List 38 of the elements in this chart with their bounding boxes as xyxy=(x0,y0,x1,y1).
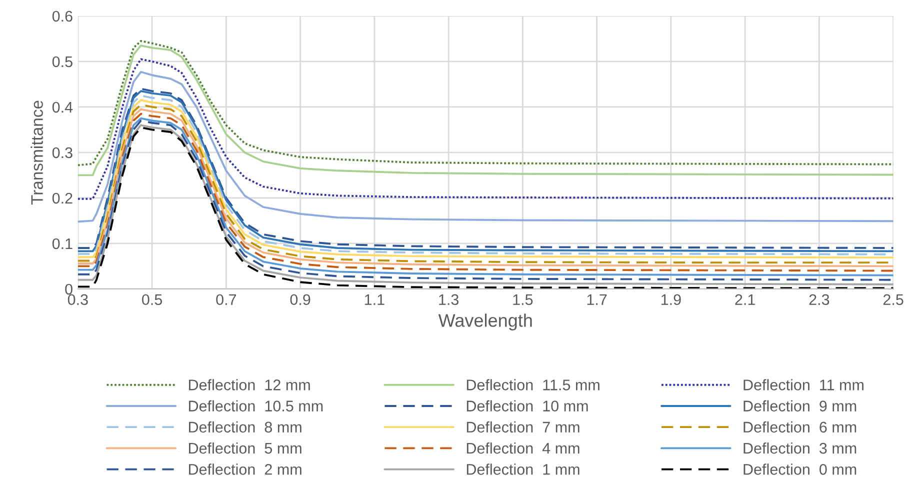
x-tick-label: 1.7 xyxy=(587,294,607,305)
legend-label: Deflection 1 mm xyxy=(466,464,580,475)
x-tick-label: 1.3 xyxy=(439,294,458,306)
x-tick-label: 2.3 xyxy=(809,294,830,306)
x-tick-label: 1.9 xyxy=(661,294,681,306)
legend-label: Deflection 12 mm xyxy=(188,379,310,390)
legend-label: Deflection 0 mm xyxy=(744,464,856,475)
legend-label: Deflection 8 mm xyxy=(188,421,302,433)
legend-label: Deflection 9 mm xyxy=(744,400,856,412)
x-tick-label: 1.1 xyxy=(364,294,384,305)
legend-label: Deflection 10 mm xyxy=(466,400,588,412)
legend-label: Deflection 11 mm xyxy=(744,379,864,390)
y-tick-label: 0 xyxy=(65,284,72,295)
y-tick-label: 0.2 xyxy=(52,192,72,204)
line-series xyxy=(78,70,894,223)
x-tick-label: 0.9 xyxy=(290,294,310,306)
y-tick-label: 0.3 xyxy=(52,147,72,158)
legend-label: Deflection 2 mm xyxy=(188,464,302,475)
y-tick-label: 0.5 xyxy=(52,56,72,68)
x-tick-label: 1.5 xyxy=(513,294,533,306)
x-tick-label: 0.5 xyxy=(142,294,162,306)
x-axis-title: Wavelength xyxy=(438,314,532,330)
x-tick-label: 0.7 xyxy=(216,294,236,306)
legend-label: Deflection 11.5 mm xyxy=(466,379,600,390)
x-tick-label: 0.3 xyxy=(68,294,88,306)
legend-label: Deflection 5 mm xyxy=(188,442,302,454)
y-tick-label: 0.4 xyxy=(52,102,73,113)
x-tick-label: 2.1 xyxy=(735,294,755,305)
line-series xyxy=(78,58,894,200)
legend-label: Deflection 3 mm xyxy=(744,442,856,454)
legend-label: Deflection 6 mm xyxy=(744,421,856,433)
x-tick-label: 2.5 xyxy=(883,294,904,306)
y-tick-label: 0.6 xyxy=(52,10,72,22)
legend-label: Deflection 10.5 mm xyxy=(188,400,323,412)
y-axis-title: Transmittance xyxy=(30,100,43,205)
y-tick-label: 0.1 xyxy=(52,238,72,250)
legend-label: Deflection 4 mm xyxy=(466,442,580,454)
legend-label: Deflection 7 mm xyxy=(466,421,580,433)
